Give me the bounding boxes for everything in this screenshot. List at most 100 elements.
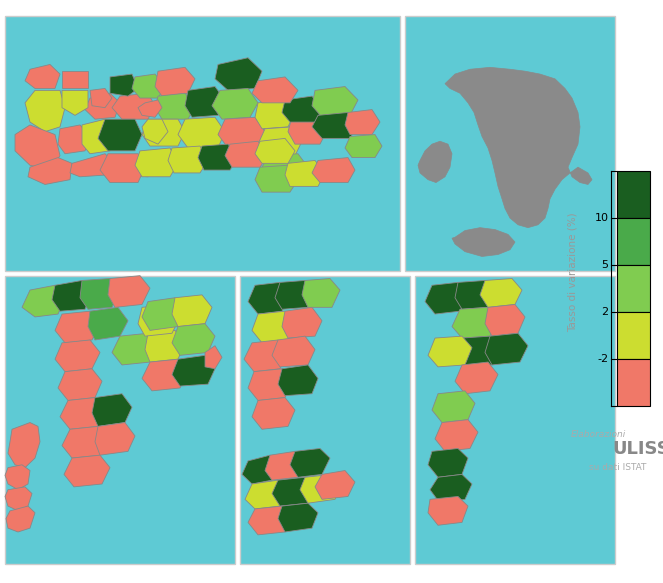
Polygon shape bbox=[485, 333, 528, 365]
Polygon shape bbox=[64, 455, 110, 487]
Polygon shape bbox=[62, 90, 88, 115]
Polygon shape bbox=[262, 154, 308, 180]
Text: Tasso di variazione (%): Tasso di variazione (%) bbox=[568, 212, 577, 332]
Polygon shape bbox=[428, 448, 468, 477]
Polygon shape bbox=[172, 356, 215, 386]
Bar bbox=[617, 171, 650, 218]
Polygon shape bbox=[28, 157, 72, 184]
Polygon shape bbox=[25, 90, 65, 132]
Polygon shape bbox=[418, 141, 452, 182]
Polygon shape bbox=[428, 497, 468, 525]
Polygon shape bbox=[155, 68, 195, 96]
Polygon shape bbox=[248, 369, 292, 401]
Polygon shape bbox=[445, 68, 592, 227]
Polygon shape bbox=[132, 74, 165, 98]
Polygon shape bbox=[435, 420, 478, 451]
Polygon shape bbox=[92, 394, 132, 426]
Polygon shape bbox=[425, 282, 468, 314]
Polygon shape bbox=[172, 295, 212, 326]
Polygon shape bbox=[168, 146, 208, 173]
Polygon shape bbox=[480, 279, 522, 307]
Polygon shape bbox=[95, 423, 135, 455]
Polygon shape bbox=[98, 119, 142, 151]
Polygon shape bbox=[452, 227, 515, 257]
Polygon shape bbox=[142, 359, 188, 391]
Polygon shape bbox=[70, 154, 115, 177]
Bar bbox=[5, 16, 400, 271]
Polygon shape bbox=[272, 477, 315, 506]
Polygon shape bbox=[248, 282, 290, 314]
Polygon shape bbox=[138, 100, 162, 117]
Polygon shape bbox=[290, 448, 330, 477]
Polygon shape bbox=[255, 100, 295, 129]
Polygon shape bbox=[15, 125, 60, 170]
Polygon shape bbox=[455, 362, 498, 394]
Polygon shape bbox=[345, 135, 382, 157]
Polygon shape bbox=[5, 465, 30, 490]
Polygon shape bbox=[55, 340, 100, 371]
Polygon shape bbox=[108, 157, 155, 177]
Polygon shape bbox=[282, 307, 322, 338]
Text: 2: 2 bbox=[601, 307, 609, 317]
Polygon shape bbox=[62, 426, 108, 458]
Polygon shape bbox=[25, 65, 60, 89]
Polygon shape bbox=[60, 398, 105, 429]
Text: 10: 10 bbox=[595, 213, 609, 223]
Polygon shape bbox=[55, 311, 100, 343]
Text: Elaborazioni: Elaborazioni bbox=[571, 430, 626, 439]
Polygon shape bbox=[85, 93, 120, 119]
Polygon shape bbox=[6, 506, 35, 532]
Polygon shape bbox=[315, 470, 355, 500]
Polygon shape bbox=[242, 455, 280, 484]
Polygon shape bbox=[312, 86, 358, 117]
Polygon shape bbox=[80, 279, 120, 309]
Polygon shape bbox=[52, 280, 92, 311]
Polygon shape bbox=[265, 451, 305, 480]
Polygon shape bbox=[205, 346, 222, 369]
Polygon shape bbox=[135, 148, 178, 177]
Text: ULISSE: ULISSE bbox=[613, 440, 663, 458]
Polygon shape bbox=[225, 141, 268, 167]
Polygon shape bbox=[300, 475, 342, 503]
Polygon shape bbox=[432, 391, 475, 423]
Polygon shape bbox=[455, 280, 495, 309]
Polygon shape bbox=[282, 96, 322, 122]
Polygon shape bbox=[285, 160, 325, 187]
Bar bbox=[617, 218, 650, 265]
Bar bbox=[5, 276, 235, 564]
Polygon shape bbox=[185, 86, 225, 117]
Polygon shape bbox=[275, 280, 315, 309]
Polygon shape bbox=[110, 74, 138, 96]
Polygon shape bbox=[145, 331, 185, 362]
Polygon shape bbox=[312, 113, 358, 138]
Polygon shape bbox=[430, 475, 472, 503]
Polygon shape bbox=[312, 157, 355, 182]
Polygon shape bbox=[452, 307, 498, 338]
Polygon shape bbox=[138, 304, 180, 336]
Polygon shape bbox=[172, 324, 215, 356]
Polygon shape bbox=[428, 336, 472, 367]
Polygon shape bbox=[82, 119, 115, 154]
Polygon shape bbox=[5, 487, 32, 511]
Polygon shape bbox=[58, 369, 102, 401]
Polygon shape bbox=[22, 285, 65, 317]
Bar bbox=[240, 276, 410, 564]
Polygon shape bbox=[8, 423, 40, 468]
Polygon shape bbox=[485, 304, 525, 336]
Bar bbox=[617, 359, 650, 406]
Polygon shape bbox=[212, 89, 258, 119]
Bar bbox=[405, 16, 615, 271]
Bar bbox=[617, 265, 650, 312]
Polygon shape bbox=[58, 125, 90, 154]
Polygon shape bbox=[218, 117, 265, 148]
Polygon shape bbox=[258, 127, 302, 156]
Polygon shape bbox=[252, 311, 295, 343]
Polygon shape bbox=[142, 298, 185, 331]
Polygon shape bbox=[255, 165, 298, 192]
Polygon shape bbox=[252, 77, 298, 103]
Polygon shape bbox=[62, 71, 88, 89]
Text: -2: -2 bbox=[597, 354, 609, 364]
Polygon shape bbox=[302, 279, 340, 307]
Polygon shape bbox=[272, 336, 315, 367]
Bar bbox=[617, 312, 650, 359]
